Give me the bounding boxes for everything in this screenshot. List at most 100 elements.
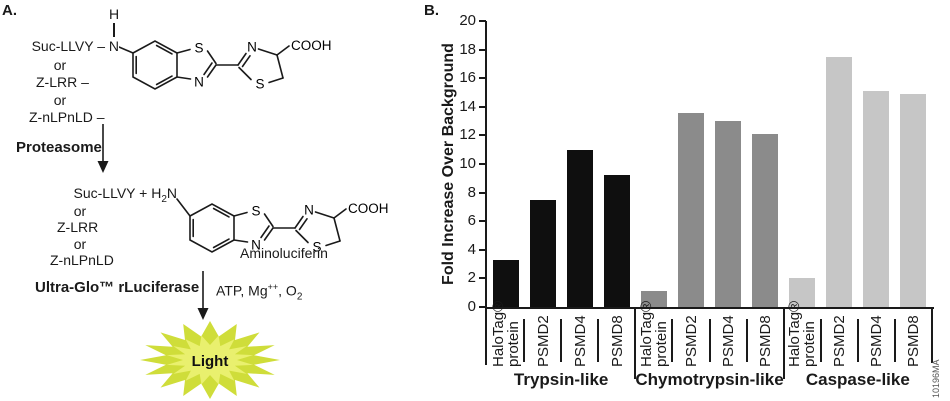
category-label: PSMD8 (904, 315, 922, 367)
panel-b-label: B. (424, 2, 439, 19)
atom-n-icon: N (304, 203, 314, 218)
y-tick-mark-icon (479, 134, 486, 137)
light-starburst: Light (140, 321, 280, 399)
bar-HaloTag®-protein (640, 291, 667, 307)
group-label: Trypsin-like (513, 370, 609, 389)
cofactors-label: ATP, Mg++, O2 (216, 280, 302, 304)
panel-a-reaction-scheme: A. H Suc-LLVY – N or Z-LRR – or Z-nLPnLD… (0, 0, 420, 401)
y-tick-mark-icon (479, 277, 486, 280)
bar-PSMD2 (826, 56, 853, 307)
atom-n-icon: N (194, 75, 204, 90)
y-tick-label: 0 (467, 298, 476, 315)
y-tick-mark-icon (479, 48, 486, 51)
x-tick-divider (893, 319, 896, 362)
category-label: PSMD2 (682, 315, 700, 367)
x-tick-divider (745, 319, 748, 362)
cofactor-text: ATP, Mg (216, 282, 268, 299)
superscript: ++ (267, 282, 279, 292)
category-label: HaloTag® protein (489, 300, 522, 367)
x-tick-divider (931, 307, 933, 363)
category-label: PSMD8 (608, 315, 626, 367)
y-tick-label: 16 (459, 69, 476, 87)
substrate-z-nlpnld: Z-nLPnLD – (29, 109, 105, 125)
y-tick-mark-icon (479, 220, 486, 223)
bar-PSMD2 (677, 112, 704, 307)
group-label: Caspase-like (805, 370, 910, 389)
proteasome-enzyme-label: Proteasome (16, 139, 102, 156)
subscript: 2 (296, 291, 303, 303)
panel-b-bar-chart: B. Fold Increase Over Background 0 2 4 6 8 10… (420, 0, 950, 401)
x-tick-divider (523, 319, 526, 362)
category-label: PSMD4 (867, 315, 885, 367)
y-tick-mark-icon (479, 306, 486, 308)
x-axis (485, 307, 934, 309)
x-tick-divider (708, 319, 711, 362)
or-text: or (73, 203, 87, 219)
x-tick-divider (634, 307, 637, 379)
y-tick-mark-icon (479, 248, 486, 251)
atom-n-icon: N (251, 238, 261, 253)
light-label: Light (192, 353, 229, 370)
category-label: PSMD4 (571, 315, 589, 367)
y-tick-label: 18 (459, 40, 476, 58)
category-label: PSMD2 (830, 315, 848, 367)
cofactor-text: , O (278, 282, 297, 299)
x-tick-divider (782, 307, 785, 379)
bar-PSMD8 (603, 175, 630, 307)
y-tick-mark-icon (479, 163, 486, 165)
substrate-z-lrr: Z-LRR – (36, 74, 89, 90)
aminoluciferin-label: Aminoluciferin (240, 245, 328, 261)
x-tick-divider (819, 319, 822, 362)
y-tick-label: 8 (467, 183, 476, 201)
hydrogen-atom-label: H (108, 6, 120, 22)
luciferase-enzyme-label: Ultra-Glo™ rLuciferase (35, 279, 200, 296)
bar-PSMD4 (566, 149, 593, 307)
atom-s-icon: S (194, 41, 203, 56)
panel-a-label: A. (2, 2, 17, 19)
aminoluciferin-structure: S N N S COOH (176, 198, 389, 255)
product-text: Suc-LLVY + H (73, 185, 162, 201)
cooh-group-label: COOH (291, 38, 332, 53)
y-tick-label: 14 (459, 97, 476, 115)
subscript: 2 (161, 193, 167, 205)
cooh-group-label: COOH (348, 201, 389, 216)
or-text: or (53, 92, 67, 108)
x-tick-divider (560, 319, 563, 362)
substrate-suc-llvy: Suc-LLVY – N (31, 38, 119, 54)
x-tick-divider (485, 307, 487, 365)
bar-PSMD2 (529, 199, 556, 307)
atom-s-icon: S (312, 240, 321, 255)
category-label: HaloTag® protein (786, 300, 819, 367)
y-tick-label: 2 (467, 269, 476, 287)
n-h-bond (113, 23, 115, 37)
bar-PSMD8 (752, 133, 779, 307)
y-tick-label: 10 (459, 155, 476, 172)
chart: 0 2 4 6 8 10 12 14 16 18 20 HaloTag® protein PSMD2 PS… (420, 0, 950, 401)
down-arrow-icon (197, 271, 209, 320)
y-tick-label: 20 (459, 12, 476, 29)
substrate-luciferin-structure: S N N S COOH (119, 38, 332, 92)
bar-PSMD4 (863, 91, 890, 307)
group-label: Chymotrypsin-like (635, 370, 784, 389)
y-tick-label: 12 (459, 126, 476, 144)
x-tick-divider (671, 319, 674, 362)
bar-PSMD8 (900, 93, 927, 307)
category-label: PSMD2 (534, 315, 552, 367)
y-tick-mark-icon (479, 20, 486, 22)
starburst-inner (166, 335, 254, 385)
product-z-lrr: Z-LRR (57, 219, 99, 235)
figure-number: 10196MA (931, 359, 941, 398)
product-z-nlpnld: Z-nLPnLD (50, 252, 114, 268)
category-label: HaloTag® protein (637, 300, 670, 367)
y-tick-mark-icon (479, 191, 486, 194)
down-arrow-icon (97, 124, 109, 173)
y-tick-mark-icon (479, 77, 486, 80)
atom-s-icon: S (251, 204, 260, 219)
y-tick-label: 4 (467, 240, 476, 258)
bar-HaloTag®-protein (789, 278, 816, 307)
bar-PSMD4 (715, 121, 742, 307)
x-tick-divider (856, 319, 859, 362)
y-axis (485, 21, 487, 307)
category-label: PSMD4 (719, 315, 737, 367)
